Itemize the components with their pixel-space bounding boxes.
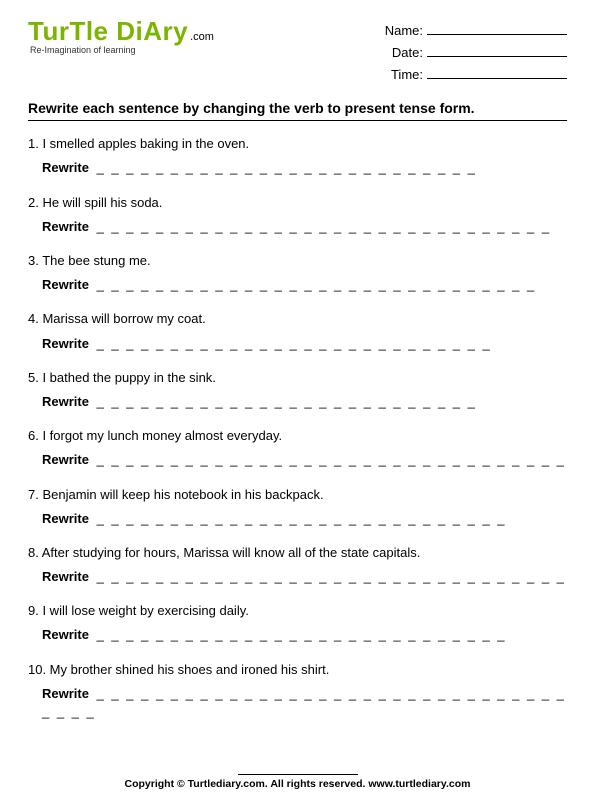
- question-text: 6. I forgot my lunch money almost everyd…: [28, 427, 567, 445]
- time-field-line: Time:: [385, 64, 567, 86]
- rewrite-line: Rewrite _ _ _ _ _ _ _ _ _ _ _ _ _ _ _ _ …: [28, 276, 567, 294]
- rewrite-label: Rewrite: [42, 569, 89, 584]
- rewrite-line: Rewrite _ _ _ _ _ _ _ _ _ _ _ _ _ _ _ _ …: [28, 451, 567, 469]
- rewrite-label: Rewrite: [42, 686, 89, 701]
- question-text: 2. He will spill his soda.: [28, 194, 567, 212]
- rewrite-line: Rewrite _ _ _ _ _ _ _ _ _ _ _ _ _ _ _ _ …: [28, 159, 567, 177]
- logo-brand: TurTle DiAry: [28, 16, 188, 47]
- name-field-line: Name:: [385, 20, 567, 42]
- time-label: Time:: [391, 67, 423, 82]
- name-input-line[interactable]: [427, 34, 567, 35]
- footer: Copyright © Turtlediary.com. All rights …: [0, 774, 595, 790]
- question-item: 6. I forgot my lunch money almost everyd…: [28, 427, 567, 469]
- answer-blank[interactable]: _ _ _ _ _ _ _ _ _ _ _ _ _ _ _ _ _ _ _ _ …: [91, 394, 477, 409]
- question-text: 7. Benjamin will keep his notebook in hi…: [28, 486, 567, 504]
- question-text: 4. Marissa will borrow my coat.: [28, 310, 567, 328]
- date-label: Date:: [392, 45, 423, 60]
- rewrite-label: Rewrite: [42, 452, 89, 467]
- instruction-text: Rewrite each sentence by changing the ve…: [28, 100, 567, 116]
- question-item: 5. I bathed the puppy in the sink. Rewrit…: [28, 369, 567, 411]
- question-item: 1. I smelled apples baking in the oven. R…: [28, 135, 567, 177]
- rewrite-line: Rewrite _ _ _ _ _ _ _ _ _ _ _ _ _ _ _ _ …: [28, 218, 567, 236]
- answer-blank[interactable]: _ _ _ _ _ _ _ _ _ _ _ _ _ _ _ _ _ _ _ _ …: [91, 336, 492, 351]
- question-text: 10. My brother shined his shoes and iron…: [28, 661, 567, 679]
- answer-blank[interactable]: _ _ _ _ _ _ _ _ _ _ _ _ _ _ _ _ _ _ _ _ …: [42, 686, 566, 719]
- rewrite-label: Rewrite: [42, 219, 89, 234]
- question-item: 9. I will lose weight by exercising dail…: [28, 602, 567, 644]
- divider: [28, 120, 567, 121]
- question-text: 1. I smelled apples baking in the oven.: [28, 135, 567, 153]
- question-item: 2. He will spill his soda. Rewrite _ _ _ …: [28, 194, 567, 236]
- rewrite-line: Rewrite _ _ _ _ _ _ _ _ _ _ _ _ _ _ _ _ …: [28, 568, 567, 586]
- info-fields: Name: Date: Time:: [385, 16, 567, 86]
- question-item: 4. Marissa will borrow my coat. Rewrite _…: [28, 310, 567, 352]
- rewrite-line: Rewrite _ _ _ _ _ _ _ _ _ _ _ _ _ _ _ _ …: [28, 510, 567, 528]
- rewrite-label: Rewrite: [42, 277, 89, 292]
- worksheet-header: TurTle DiAry .com Re-Imagination of lear…: [28, 16, 567, 86]
- answer-blank[interactable]: _ _ _ _ _ _ _ _ _ _ _ _ _ _ _ _ _ _ _ _ …: [91, 452, 566, 467]
- copyright-text: Copyright © Turtlediary.com. All rights …: [125, 778, 471, 790]
- rewrite-line: Rewrite _ _ _ _ _ _ _ _ _ _ _ _ _ _ _ _ …: [28, 335, 567, 353]
- footer-divider: [238, 774, 358, 775]
- rewrite-label: Rewrite: [42, 160, 89, 175]
- question-item: 8. After studying for hours, Marissa wil…: [28, 544, 567, 586]
- question-item: 10. My brother shined his shoes and iron…: [28, 661, 567, 722]
- question-item: 7. Benjamin will keep his notebook in hi…: [28, 486, 567, 528]
- rewrite-line: Rewrite _ _ _ _ _ _ _ _ _ _ _ _ _ _ _ _ …: [28, 393, 567, 411]
- logo-block: TurTle DiAry .com Re-Imagination of lear…: [28, 16, 214, 55]
- question-text: 5. I bathed the puppy in the sink.: [28, 369, 567, 387]
- rewrite-label: Rewrite: [42, 627, 89, 642]
- answer-blank[interactable]: _ _ _ _ _ _ _ _ _ _ _ _ _ _ _ _ _ _ _ _ …: [91, 569, 566, 584]
- question-item: 3. The bee stung me. Rewrite _ _ _ _ _ _ …: [28, 252, 567, 294]
- rewrite-label: Rewrite: [42, 511, 89, 526]
- questions-list: 1. I smelled apples baking in the oven. R…: [28, 135, 567, 721]
- answer-blank[interactable]: _ _ _ _ _ _ _ _ _ _ _ _ _ _ _ _ _ _ _ _ …: [91, 627, 507, 642]
- answer-blank[interactable]: _ _ _ _ _ _ _ _ _ _ _ _ _ _ _ _ _ _ _ _ …: [91, 277, 536, 292]
- rewrite-line: Rewrite _ _ _ _ _ _ _ _ _ _ _ _ _ _ _ _ …: [28, 685, 567, 721]
- answer-blank[interactable]: _ _ _ _ _ _ _ _ _ _ _ _ _ _ _ _ _ _ _ _ …: [91, 511, 507, 526]
- logo-tagline: Re-Imagination of learning: [30, 45, 214, 55]
- question-text: 9. I will lose weight by exercising dail…: [28, 602, 567, 620]
- logo-suffix: .com: [190, 31, 214, 43]
- time-input-line[interactable]: [427, 78, 567, 79]
- answer-blank[interactable]: _ _ _ _ _ _ _ _ _ _ _ _ _ _ _ _ _ _ _ _ …: [91, 219, 551, 234]
- name-label: Name:: [385, 23, 423, 38]
- logo-row: TurTle DiAry .com: [28, 16, 214, 47]
- date-input-line[interactable]: [427, 56, 567, 57]
- answer-blank[interactable]: _ _ _ _ _ _ _ _ _ _ _ _ _ _ _ _ _ _ _ _ …: [91, 160, 477, 175]
- question-text: 8. After studying for hours, Marissa wil…: [28, 544, 567, 562]
- question-text: 3. The bee stung me.: [28, 252, 567, 270]
- date-field-line: Date:: [385, 42, 567, 64]
- rewrite-label: Rewrite: [42, 394, 89, 409]
- rewrite-label: Rewrite: [42, 336, 89, 351]
- rewrite-line: Rewrite _ _ _ _ _ _ _ _ _ _ _ _ _ _ _ _ …: [28, 626, 567, 644]
